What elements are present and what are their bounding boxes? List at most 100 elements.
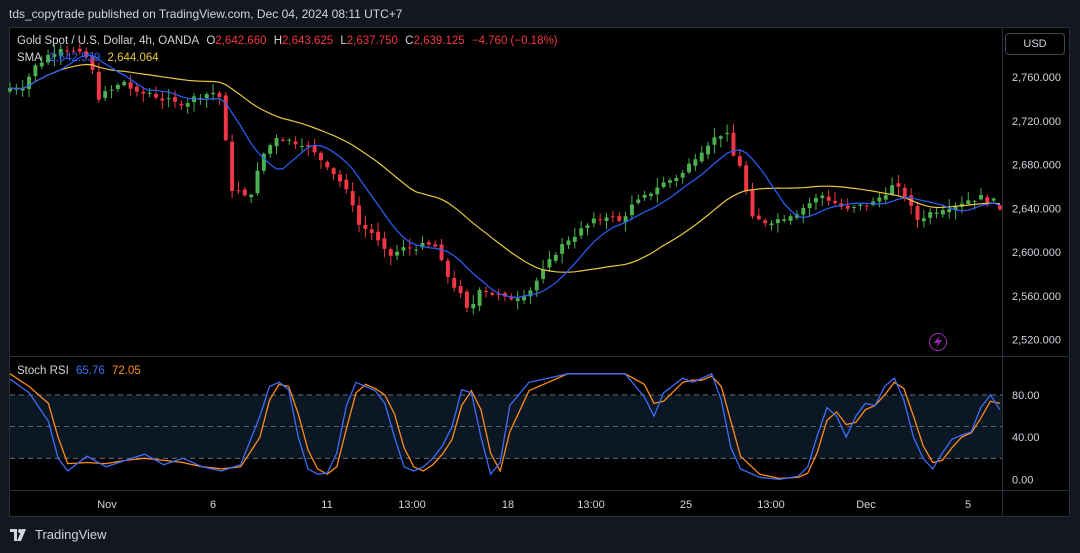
candle-body bbox=[579, 228, 584, 236]
time-tick-label: 6 bbox=[210, 499, 216, 511]
candle-body bbox=[274, 138, 279, 147]
candle bbox=[528, 287, 533, 304]
candle-body bbox=[249, 194, 254, 198]
candle bbox=[211, 84, 216, 101]
candle-body bbox=[763, 220, 768, 224]
candle-body bbox=[591, 218, 596, 224]
candle-body bbox=[756, 215, 761, 220]
candle bbox=[179, 99, 184, 110]
candle-body bbox=[261, 153, 266, 171]
candle bbox=[433, 240, 438, 248]
close-label: C bbox=[405, 35, 414, 47]
candle bbox=[185, 98, 190, 114]
candle-body bbox=[325, 161, 330, 168]
candle bbox=[693, 153, 698, 171]
candle-body bbox=[648, 193, 653, 197]
candle bbox=[845, 198, 850, 212]
candle-body bbox=[503, 293, 507, 297]
candle-body bbox=[636, 199, 641, 203]
candle-body bbox=[541, 269, 546, 279]
candle bbox=[744, 161, 749, 195]
candle bbox=[388, 247, 393, 266]
candle-body bbox=[357, 205, 362, 225]
candle bbox=[617, 211, 622, 223]
sma-legend: SMA 2,642.539 2,644.064 bbox=[17, 52, 163, 64]
symbol-title: Gold Spot / U.S. Dollar, 4h, OANDA bbox=[17, 35, 200, 47]
candle-body bbox=[985, 197, 990, 203]
candle bbox=[395, 244, 400, 261]
candle bbox=[280, 137, 285, 142]
candle bbox=[287, 137, 292, 145]
candle bbox=[255, 162, 260, 196]
candle bbox=[750, 182, 755, 219]
candle bbox=[160, 90, 165, 110]
candle-body bbox=[363, 224, 368, 229]
change-value: −4.760 (−0.18%) bbox=[471, 35, 558, 47]
candle-body bbox=[407, 247, 412, 249]
candle bbox=[363, 215, 368, 238]
candle bbox=[921, 210, 926, 228]
candle-body bbox=[877, 197, 882, 202]
candle-body bbox=[782, 219, 787, 221]
candle-body bbox=[90, 56, 95, 70]
candle-body bbox=[420, 242, 425, 248]
candle bbox=[230, 134, 235, 199]
candle-body bbox=[655, 187, 660, 195]
candle bbox=[604, 212, 609, 230]
stoch-rsi-legend: Stoch RSI 65.76 72.05 bbox=[17, 365, 145, 377]
candle-body bbox=[833, 200, 837, 204]
candle-body bbox=[153, 93, 158, 98]
candle-body bbox=[775, 219, 780, 224]
candle-body bbox=[528, 290, 533, 297]
candle-body bbox=[991, 198, 996, 201]
candle bbox=[839, 198, 844, 210]
candle bbox=[58, 44, 63, 66]
time-tick-label: 13:00 bbox=[577, 499, 605, 511]
candle-body bbox=[864, 205, 869, 207]
candle bbox=[299, 138, 304, 152]
candle bbox=[414, 245, 419, 256]
candle bbox=[515, 290, 520, 310]
candle-body bbox=[896, 183, 901, 187]
candle-body bbox=[725, 132, 730, 135]
candle bbox=[236, 181, 241, 195]
lightning-bolt-icon[interactable] bbox=[929, 333, 947, 351]
candle-body bbox=[39, 62, 44, 67]
candle bbox=[978, 188, 983, 201]
candle-body bbox=[173, 97, 177, 102]
candle-body bbox=[940, 209, 945, 215]
candle-body bbox=[737, 156, 742, 166]
candle-body bbox=[338, 174, 342, 182]
candle-body bbox=[141, 91, 146, 94]
candle bbox=[642, 190, 647, 202]
price-tick-label: 2,600.000 bbox=[1012, 247, 1061, 259]
candle bbox=[274, 134, 279, 155]
candle-body bbox=[598, 219, 603, 221]
currency-button[interactable]: USD bbox=[1005, 33, 1065, 55]
candle bbox=[864, 204, 869, 212]
candle bbox=[680, 169, 685, 184]
candle bbox=[953, 202, 958, 220]
candle bbox=[490, 291, 495, 297]
candle-body bbox=[33, 65, 38, 77]
candle-body bbox=[617, 216, 622, 221]
candle-body bbox=[972, 200, 977, 202]
candle-body bbox=[534, 280, 539, 291]
tradingview-brand: TradingView bbox=[35, 527, 107, 542]
candle-body bbox=[471, 304, 476, 309]
candle-body bbox=[439, 244, 444, 261]
candle bbox=[820, 192, 825, 207]
candle bbox=[338, 170, 342, 188]
low-value: 2,637.750 bbox=[346, 35, 398, 47]
candle-body bbox=[731, 132, 736, 156]
candle-body bbox=[445, 260, 450, 277]
candle-body bbox=[674, 177, 679, 182]
candle bbox=[890, 177, 895, 197]
candle bbox=[928, 208, 933, 225]
publisher-caption: tds_copytrade published on TradingView.c… bbox=[9, 7, 403, 21]
candle bbox=[109, 85, 114, 99]
candle-body bbox=[921, 218, 926, 222]
candle-body bbox=[490, 292, 495, 295]
candle bbox=[33, 63, 38, 82]
